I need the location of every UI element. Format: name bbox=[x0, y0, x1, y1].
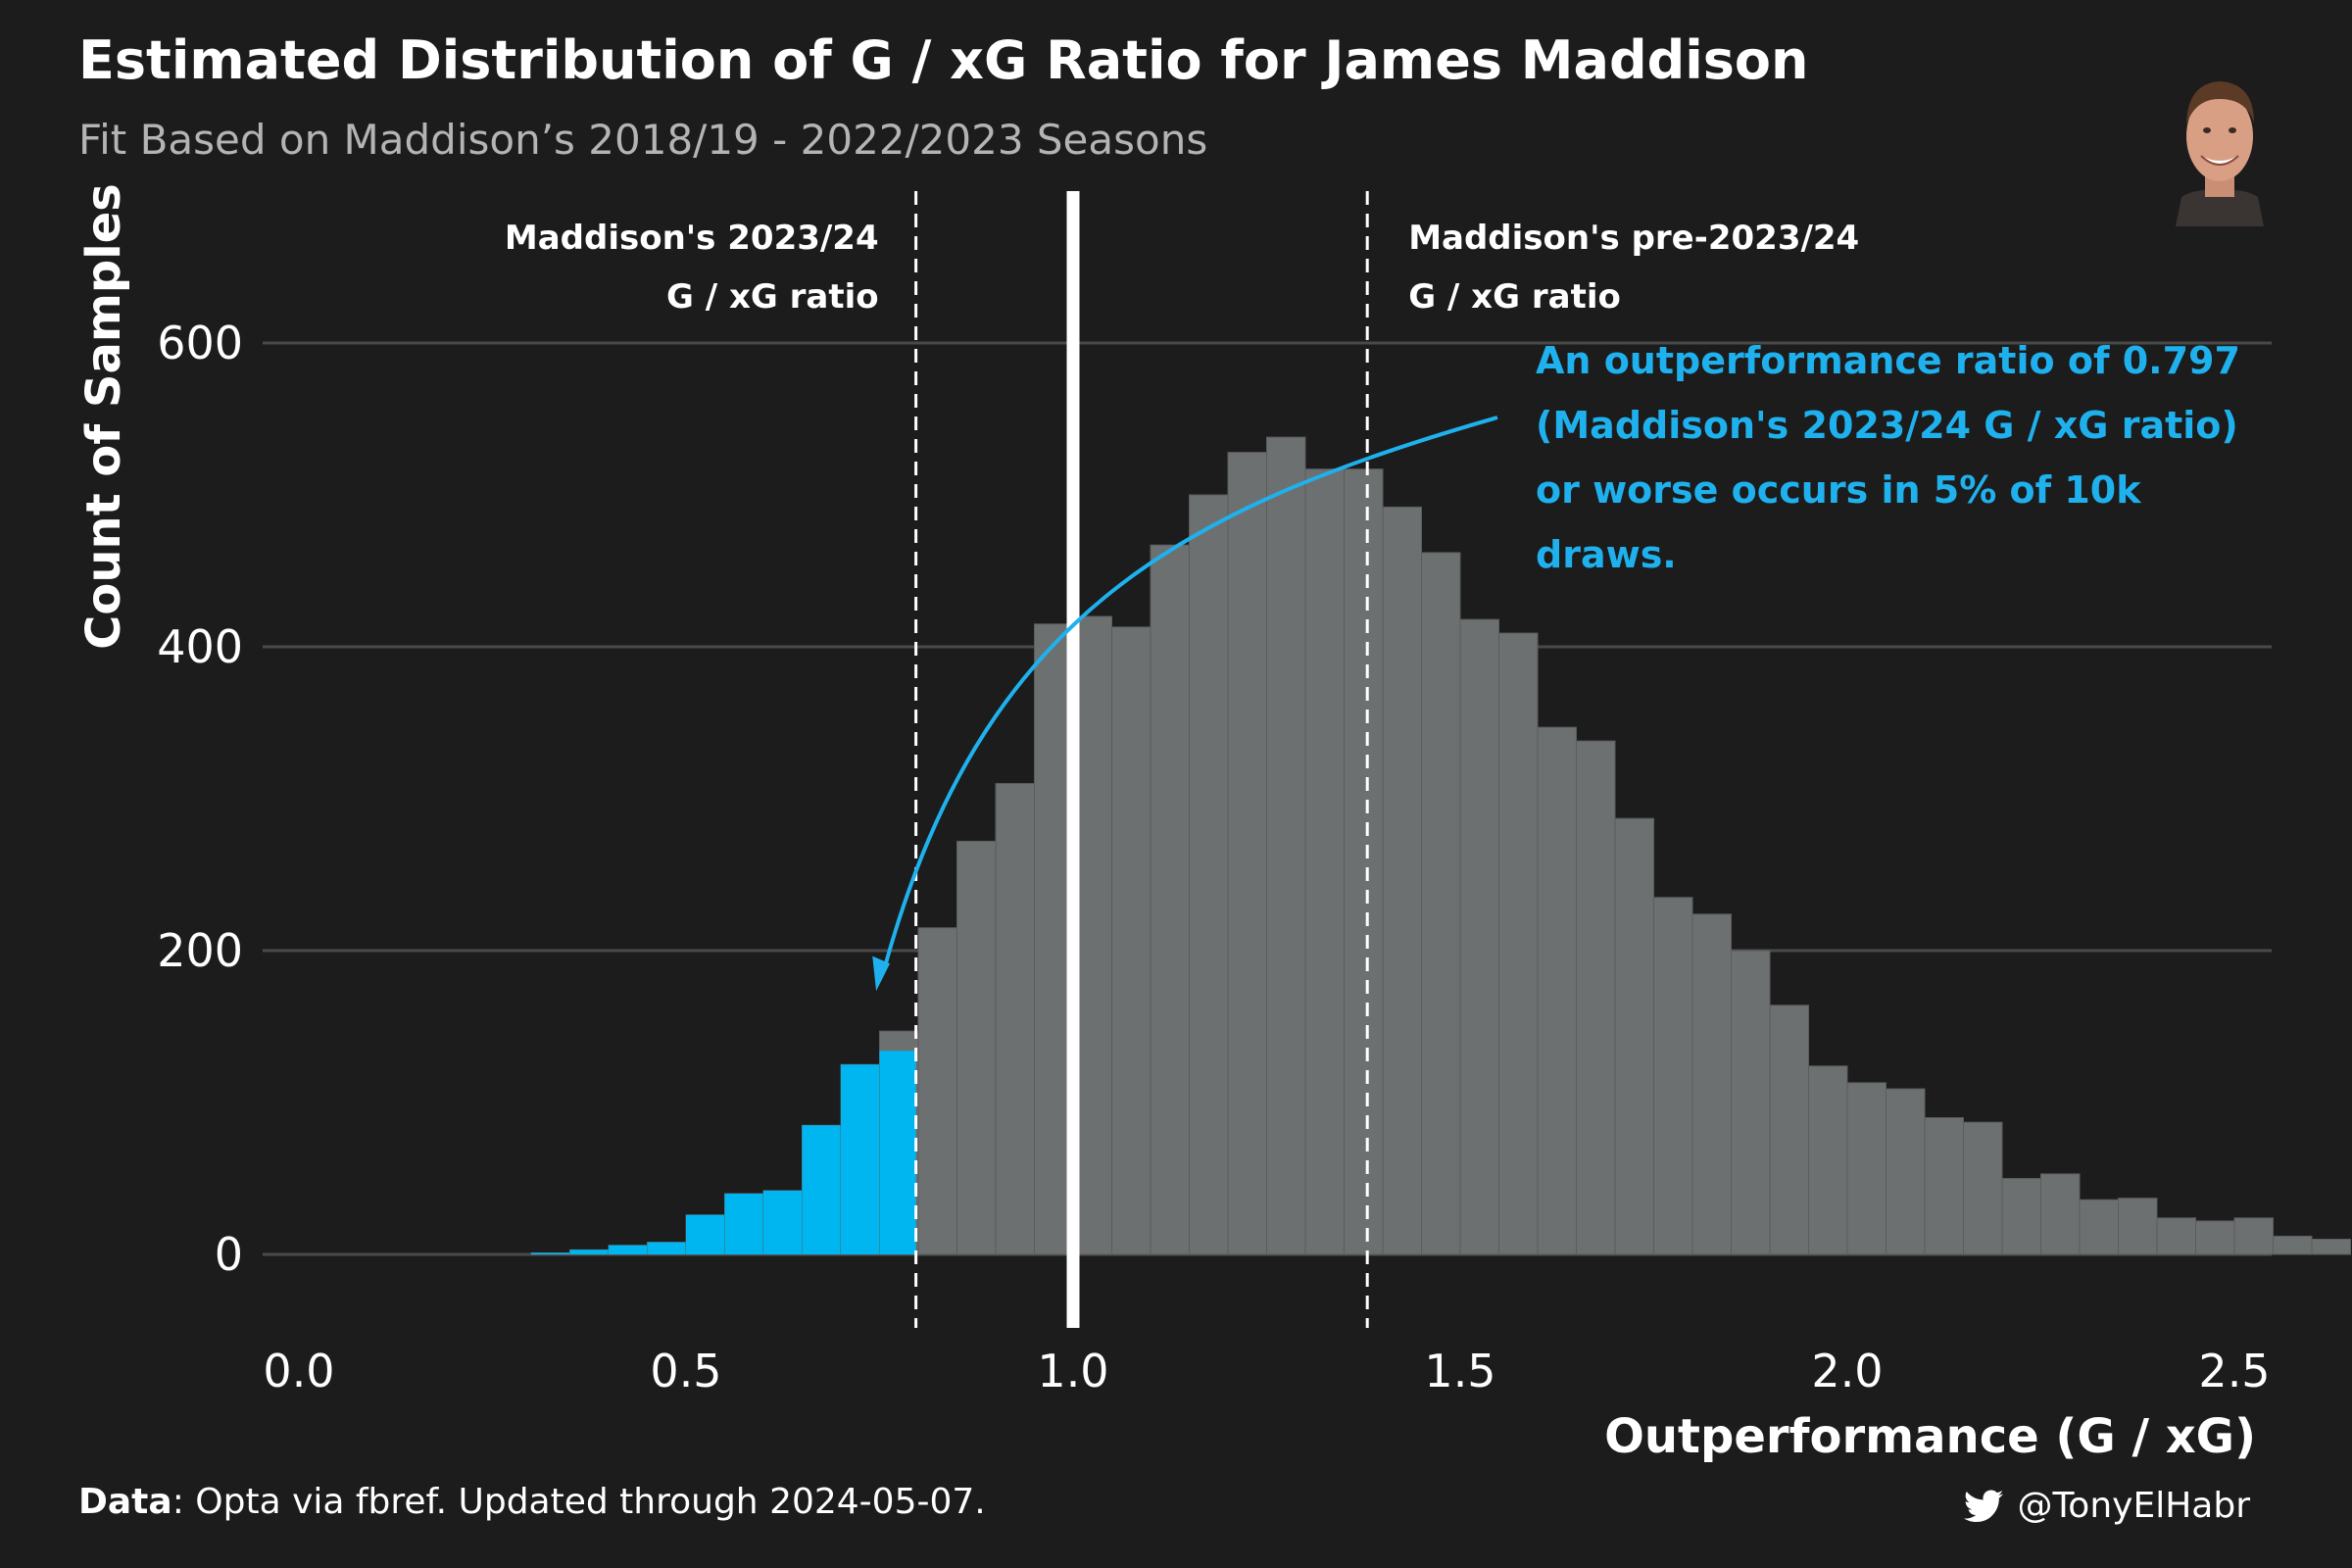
histogram-bar-37 bbox=[1963, 1121, 2003, 1255]
reference-label-2-line1: Maddison's pre-2023/24 bbox=[1408, 219, 1859, 258]
histogram-bar-31 bbox=[1731, 950, 1771, 1255]
annotation-line-2: or worse occurs in 5% of 10k bbox=[1536, 468, 2141, 512]
histogram-bar-12 bbox=[995, 783, 1035, 1255]
annotation-line-1: (Maddison's 2023/24 G / xG ratio) bbox=[1536, 404, 2238, 447]
histogram-bar-10 bbox=[917, 927, 957, 1255]
highlight-bar-3 bbox=[647, 1242, 686, 1254]
highlight-bar-4 bbox=[686, 1214, 725, 1254]
data-source-caption: Data: Opta via fbref. Updated through 20… bbox=[78, 1482, 986, 1522]
y-axis-title: Count of Samples bbox=[76, 183, 131, 650]
highlight-bar-0 bbox=[531, 1252, 570, 1254]
y-tick-label-3: 600 bbox=[157, 317, 243, 369]
histogram-bar-32 bbox=[1769, 1004, 1809, 1255]
histogram-bar-16 bbox=[1150, 544, 1190, 1255]
histogram-bar-44 bbox=[2233, 1217, 2274, 1255]
histogram-bar-18 bbox=[1227, 452, 1267, 1255]
histogram-bar-15 bbox=[1111, 626, 1152, 1255]
histogram-bar-28 bbox=[1614, 817, 1654, 1255]
chart-title: Estimated Distribution of G / xG Ratio f… bbox=[78, 29, 1809, 91]
x-tick-label-2: 1.0 bbox=[1037, 1345, 1108, 1397]
reference-label-2-line2: G / xG ratio bbox=[1408, 277, 1621, 317]
highlight-bar-1 bbox=[569, 1250, 609, 1254]
x-tick-label-1: 0.5 bbox=[650, 1345, 721, 1397]
histogram-bar-20 bbox=[1304, 468, 1345, 1255]
histogram-bar-11 bbox=[956, 840, 997, 1255]
data-source-label: Data bbox=[78, 1482, 172, 1522]
highlight-bar-5 bbox=[724, 1194, 763, 1254]
histogram-bar-36 bbox=[1924, 1117, 1964, 1255]
highlight-bar-8 bbox=[841, 1064, 880, 1254]
histogram-bar-39 bbox=[2040, 1173, 2081, 1255]
x-axis-title: Outperformance (G / xG) bbox=[1604, 1409, 2256, 1464]
histogram-bar-42 bbox=[2156, 1217, 2196, 1255]
histogram-bar-13 bbox=[1034, 623, 1074, 1255]
highlight-bar-9 bbox=[879, 1051, 916, 1254]
histogram-bar-38 bbox=[2001, 1178, 2041, 1255]
histogram-bar-14 bbox=[1072, 615, 1112, 1255]
author-handle-text[interactable]: @TonyElHabr bbox=[2017, 1486, 2250, 1526]
annotation-arrowhead bbox=[872, 956, 891, 992]
histogram-bar-41 bbox=[2118, 1198, 2158, 1255]
histogram-bar-17 bbox=[1189, 494, 1229, 1255]
reference-label-0-line1: Maddison's 2023/24 bbox=[505, 219, 879, 258]
y-tick-label-2: 400 bbox=[157, 620, 243, 673]
twitter-bird-icon bbox=[1964, 1490, 2004, 1522]
highlight-bar-2 bbox=[609, 1245, 648, 1254]
reference-label-0-line2: G / xG ratio bbox=[666, 277, 879, 317]
annotation-line-0: An outperformance ratio of 0.797 bbox=[1536, 339, 2240, 382]
histogram-bar-46 bbox=[2311, 1239, 2351, 1255]
histogram-bar-33 bbox=[1808, 1065, 1848, 1255]
x-tick-label-5: 2.5 bbox=[2198, 1345, 2270, 1397]
y-tick-label-0: 0 bbox=[215, 1228, 243, 1281]
histogram-bar-40 bbox=[2079, 1199, 2119, 1255]
data-source-text: : Opta via fbref. Updated through 2024-0… bbox=[172, 1482, 986, 1522]
author-handle[interactable]: @TonyElHabr bbox=[1964, 1486, 2250, 1526]
histogram-bar-43 bbox=[2195, 1220, 2235, 1255]
histogram-bar-30 bbox=[1691, 913, 1732, 1255]
highlight-bar-6 bbox=[763, 1190, 803, 1254]
histogram-bar-22 bbox=[1382, 506, 1422, 1255]
histogram-bar-29 bbox=[1653, 897, 1693, 1255]
histogram-bar-23 bbox=[1421, 552, 1461, 1255]
highlight-bar-7 bbox=[802, 1125, 841, 1254]
annotation-line-3: draws. bbox=[1536, 533, 1677, 576]
histogram-bar-19 bbox=[1266, 436, 1306, 1255]
histogram-bar-27 bbox=[1576, 740, 1616, 1255]
annotation-arrow bbox=[882, 416, 1498, 971]
histogram-bar-45 bbox=[2273, 1235, 2313, 1255]
chart-subtitle: Fit Based on Maddison’s 2018/19 - 2022/2… bbox=[78, 116, 1208, 164]
histogram-bar-35 bbox=[1886, 1088, 1926, 1255]
x-tick-label-0: 0.0 bbox=[263, 1345, 334, 1397]
histogram-bar-25 bbox=[1498, 632, 1539, 1255]
histogram-bar-21 bbox=[1344, 468, 1384, 1255]
histogram-bar-24 bbox=[1459, 618, 1499, 1255]
y-tick-label-1: 200 bbox=[157, 924, 243, 977]
histogram-bar-34 bbox=[1846, 1082, 1886, 1255]
x-tick-label-4: 2.0 bbox=[1811, 1345, 1883, 1397]
x-tick-label-3: 1.5 bbox=[1424, 1345, 1495, 1397]
histogram-bar-26 bbox=[1537, 726, 1577, 1255]
player-headshot bbox=[2168, 64, 2272, 226]
